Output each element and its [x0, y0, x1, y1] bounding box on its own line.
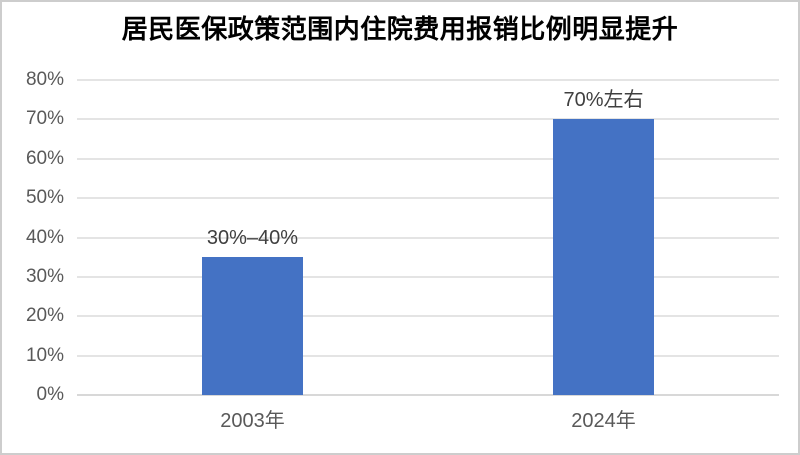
plot-area: 0% 10% 20% 30% 40% 50% 60% 70% 80% 30%–40% 2003年 70…: [26, 69, 779, 432]
y-axis-tick-label: 30%: [25, 265, 64, 287]
bar: [553, 119, 654, 395]
bar-data-label: 30%–40%: [206, 227, 299, 250]
gridline: [77, 275, 779, 278]
gridline: [77, 236, 779, 239]
gridline: [77, 118, 779, 121]
x-axis-category-label: 2024年: [571, 410, 636, 432]
y-axis-tick-label: 40%: [25, 226, 64, 248]
bar: [202, 257, 303, 395]
gridline: [77, 157, 779, 160]
chart-title: 居民医保政策范围内住院费用报销比例明显提升: [121, 14, 679, 44]
x-axis-line: [77, 394, 779, 396]
gridline: [77, 197, 779, 200]
y-axis-tick-label: 80%: [25, 69, 64, 90]
gridline: [77, 354, 779, 357]
gridline: [77, 79, 779, 81]
gridline: [77, 315, 779, 318]
y-axis-tick-label: 10%: [25, 344, 64, 366]
y-axis-tick-label: 50%: [25, 187, 64, 209]
bar-data-label: 70%左右: [563, 89, 644, 112]
y-axis-tick-label: 0%: [36, 384, 64, 405]
y-axis-tick-label: 70%: [25, 108, 64, 130]
y-axis-tick-label: 20%: [25, 305, 64, 327]
x-axis-category-label: 2003年: [220, 410, 285, 432]
y-axis-tick-label: 60%: [25, 147, 64, 169]
